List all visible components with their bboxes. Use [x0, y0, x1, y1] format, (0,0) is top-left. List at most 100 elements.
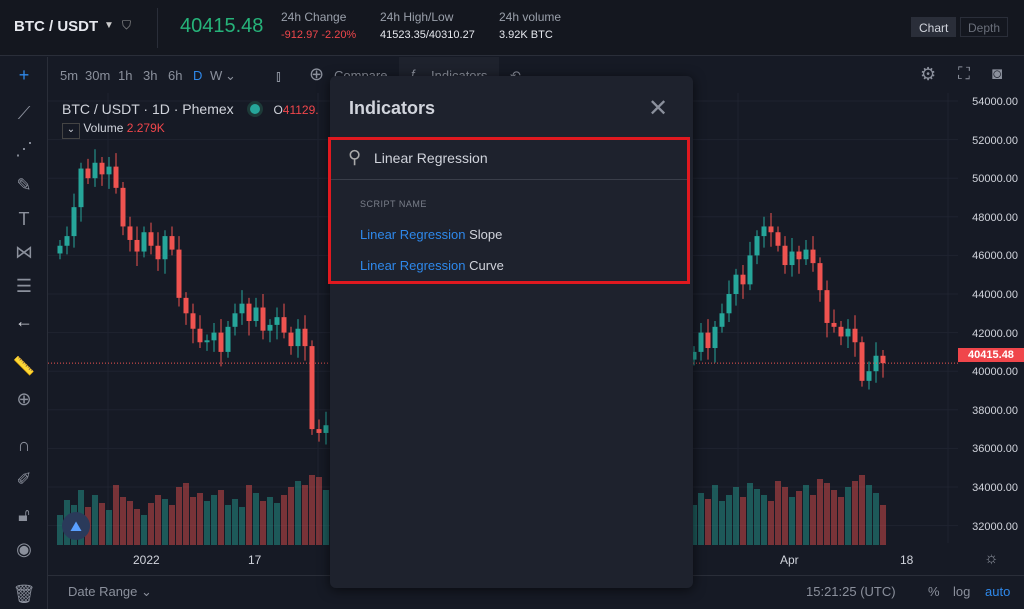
collapse-chevron-icon[interactable]: ⌄	[62, 123, 80, 139]
volume-bar	[106, 510, 112, 545]
candle-body	[712, 326, 718, 349]
zoom-in-icon[interactable]: ⊕	[16, 389, 32, 409]
rest-text: Curve	[465, 258, 504, 273]
candle-body	[85, 168, 91, 179]
gear-icon[interactable]: ⚙	[920, 64, 937, 84]
prediction-icon[interactable]: ☰	[15, 276, 33, 296]
text-icon[interactable]: T	[18, 209, 30, 229]
interval-W[interactable]: W	[210, 68, 223, 83]
date-range-button[interactable]: Date Range ⌄	[68, 584, 152, 599]
info-icon[interactable]: ⛉	[122, 18, 132, 32]
log-toggle[interactable]: log	[953, 584, 971, 599]
stat-24h-change: 24h Change -912.97 -2.20%	[281, 10, 356, 41]
match-text: Linear Regression	[360, 258, 466, 273]
stat-value: 41523.35/40310.27	[380, 29, 475, 41]
volume-bar	[316, 477, 322, 545]
pair-selector[interactable]: BTC / USDT	[14, 18, 99, 35]
lock-drawing-icon[interactable]: ✐	[16, 469, 32, 489]
volume-bar	[873, 493, 879, 545]
time-tick: 2022	[133, 553, 160, 567]
candle-body	[113, 166, 119, 188]
date-range-label: Date Range	[68, 584, 138, 599]
close-icon[interactable]: ✕	[648, 95, 669, 122]
volume-bar	[57, 515, 63, 545]
depth-view-button[interactable]: Depth	[960, 17, 1009, 37]
open-value: 41129.	[282, 103, 319, 117]
candlestick-chart[interactable]	[48, 93, 958, 575]
result-linear-regression-slope[interactable]: Linear Regression Slope	[360, 227, 502, 242]
percent-toggle[interactable]: %	[928, 584, 940, 599]
candle-body	[323, 425, 329, 433]
volume-bar	[698, 493, 704, 545]
ruler-icon[interactable]: 📏	[12, 356, 36, 376]
search-input[interactable]	[374, 150, 664, 166]
lock-icon[interactable]: 🔓︎	[18, 505, 30, 525]
volume-value: 2.279K	[126, 121, 165, 135]
undo-icon[interactable]: ↶	[510, 68, 521, 84]
eye-icon[interactable]: ◉	[16, 539, 32, 559]
time-tick: 17	[248, 553, 262, 567]
price-tick: 48000.00	[972, 211, 1018, 224]
divider	[157, 8, 158, 48]
indicators-dialog: Indicators ✕ ⚲ SCRIPT NAME Linear Regres…	[328, 76, 693, 588]
candle-body	[302, 328, 308, 347]
time-tick: 18	[900, 553, 914, 567]
candle-body	[134, 239, 140, 252]
candle-body	[246, 303, 252, 322]
volume-bar	[859, 475, 865, 545]
candle-body	[775, 232, 781, 246]
candle-body	[267, 324, 273, 331]
result-linear-regression-curve[interactable]: Linear Regression Curve	[360, 258, 504, 273]
volume-bar	[274, 503, 280, 545]
candle-body	[225, 326, 231, 352]
candle-body	[120, 187, 126, 227]
magnet-icon[interactable]: ∩	[17, 435, 31, 455]
camera-icon[interactable]: ◙	[992, 64, 1003, 83]
crosshair-icon[interactable]: +	[18, 65, 30, 85]
brush-icon[interactable]: ✎	[16, 175, 32, 195]
volume-bar	[782, 487, 788, 545]
candle-body	[838, 326, 844, 337]
interval-5m[interactable]: 5m	[60, 68, 79, 83]
volume-bar	[190, 497, 196, 545]
candle-body	[204, 340, 210, 343]
arrow-left-icon[interactable]: ←	[15, 311, 33, 331]
plus-circle-icon[interactable]: ⊕	[309, 64, 325, 84]
candle-body	[768, 226, 774, 233]
function-icon: f	[411, 67, 415, 82]
candle-body	[810, 249, 816, 264]
interval-6h[interactable]: 6h	[168, 68, 183, 83]
fib-icon[interactable]: ⋰	[15, 139, 33, 159]
interval-1h[interactable]: 1h	[118, 68, 133, 83]
fullscreen-icon[interactable]: ⛶	[958, 64, 970, 83]
candle-body	[782, 245, 788, 266]
price-tick: 34000.00	[972, 482, 1018, 494]
pattern-icon[interactable]: ⋈	[15, 242, 33, 262]
price-axis[interactable]: 54000.00 52000.00 50000.00 48000.00 46000.00…	[958, 93, 1024, 533]
logo-icon: ⛰	[62, 512, 90, 540]
volume-bar	[733, 487, 739, 545]
auto-toggle[interactable]: auto	[985, 584, 1011, 599]
interval-D[interactable]: D	[193, 68, 203, 83]
drawing-toolbar: + ⟋ ⋰ ✎ T ⋈ ☰ ← 📏 ⊕ ∩ ✐ 🔓︎ ◉ 🗑︎	[0, 57, 48, 609]
interval-30m[interactable]: 30m	[85, 68, 111, 83]
chart-view-button[interactable]: Chart	[911, 17, 957, 37]
chevron-down-icon[interactable]: ▼	[104, 20, 114, 31]
chart-legend: BTC / USDT · 1D · Phemex O41129. ⌄ Volum…	[62, 101, 319, 139]
volume-bar	[141, 515, 147, 545]
volume-bar	[92, 495, 98, 545]
volume-label: Volume	[83, 121, 124, 135]
trash-icon[interactable]: 🗑︎	[12, 584, 36, 604]
highlight-box	[328, 137, 690, 284]
volume-bar	[162, 499, 168, 545]
interval-3h[interactable]: 3h	[143, 68, 158, 83]
candle-body	[197, 328, 203, 343]
volume-bar	[824, 483, 830, 545]
settings-sun-icon[interactable]: ☼	[984, 550, 999, 567]
candle-body	[71, 207, 77, 237]
interval-more-icon[interactable]: ⌄	[225, 68, 236, 83]
trend-line-icon[interactable]: ⟋	[17, 103, 31, 123]
candle-body	[309, 346, 315, 430]
candle-type-icon[interactable]: ⫾	[276, 68, 281, 85]
stat-24h-volume: 24h volume 3.92K BTC	[499, 10, 561, 41]
